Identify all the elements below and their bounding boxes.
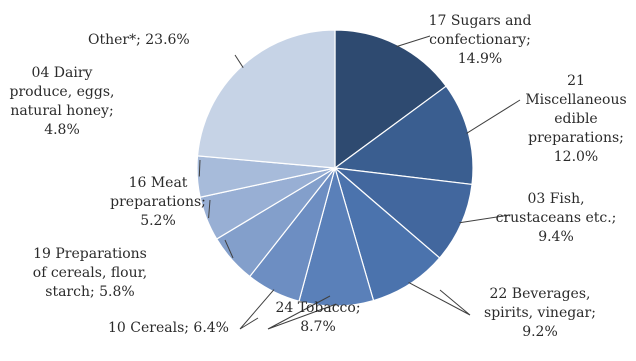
slice-label-1: 21 Miscellaneous edible preparations; 12.0% xyxy=(525,73,626,165)
pie-slice-1 xyxy=(333,85,474,186)
slice-label-4: 24 Tobacco; 8.7% xyxy=(275,300,360,335)
slice-label-line: 19 Preparations xyxy=(33,246,147,262)
slice-label-line: 9.2% xyxy=(522,324,558,340)
pie-slice-0 xyxy=(334,29,447,170)
slice-label-3: 22 Beverages, spirits, vinegar; 9.2% xyxy=(484,286,596,340)
pie-slice-9 xyxy=(196,29,336,169)
slice-label-5: 10 Cereals; 6.4% xyxy=(108,320,229,336)
slice-label-line: 4.8% xyxy=(44,122,80,138)
slice-label-line: preparations; xyxy=(528,130,624,146)
slice-label-line: 14.9% xyxy=(458,51,502,67)
slice-label-line: preparations; xyxy=(110,194,206,210)
slice-label-line: edible xyxy=(554,111,597,127)
slice-label-line: crustaceans etc.; xyxy=(496,210,617,226)
slice-label-line: 17 Sugars and xyxy=(429,13,532,29)
slice-label-line: 9.4% xyxy=(538,229,574,245)
slice-label-line: 22 Beverages, xyxy=(490,286,591,302)
slice-label-6: 19 Preparations of cereals, flour, starch;… xyxy=(33,246,147,300)
leader-line-1 xyxy=(466,99,521,134)
slice-label-line: of cereals, flour, xyxy=(33,265,147,281)
slice-label-line: 16 Meat xyxy=(129,175,188,191)
slice-label-7: 16 Meat preparations; 5.2% xyxy=(110,175,206,229)
leader-line-3 xyxy=(408,281,471,316)
slice-label-line: 12.0% xyxy=(554,149,598,165)
slice-labels: 17 Sugars and confectionary; 14.9% 21 Miscel… xyxy=(10,13,627,340)
leader-line-9 xyxy=(234,54,244,68)
slice-label-line: 10 Cereals; 6.4% xyxy=(108,320,229,336)
leader-line-5 xyxy=(239,289,275,330)
slice-label-line: spirits, vinegar; xyxy=(484,305,596,321)
slice-label-line: 03 Fish, xyxy=(527,191,584,207)
leader-line-8 xyxy=(198,159,201,177)
slice-label-line: natural honey; xyxy=(10,103,113,119)
slice-label-9: Other*; 23.6% xyxy=(88,32,190,48)
pie-slices xyxy=(196,29,474,307)
slice-label-line: 24 Tobacco; xyxy=(275,300,360,316)
slice-label-line: Other*; 23.6% xyxy=(88,32,190,48)
pie-slice-3 xyxy=(333,166,441,302)
slice-label-line: 8.7% xyxy=(300,319,336,335)
pie-slice-2 xyxy=(333,167,473,259)
slice-label-8: 04 Dairy produce, eggs, natural honey; 4.8% xyxy=(10,65,115,138)
slice-label-2: 03 Fish, crustaceans etc.; 9.4% xyxy=(496,191,617,245)
slice-label-line: starch; 5.8% xyxy=(45,284,134,300)
slice-label-line: 21 xyxy=(567,73,585,89)
slice-label-0: 17 Sugars and confectionary; 14.9% xyxy=(429,13,532,67)
slice-label-line: 04 Dairy xyxy=(32,65,93,81)
leader-line-7 xyxy=(208,199,211,219)
leader-line-2 xyxy=(459,214,511,224)
slice-label-line: produce, eggs, xyxy=(10,84,115,100)
leader-lines xyxy=(198,35,521,330)
slice-label-line: 5.2% xyxy=(140,213,176,229)
leader-line-0 xyxy=(396,35,431,48)
leader-line-4 xyxy=(267,295,337,330)
slice-label-line: Miscellaneous xyxy=(525,92,626,108)
slice-label-line: confectionary; xyxy=(429,32,531,48)
leader-line-6 xyxy=(224,239,234,259)
